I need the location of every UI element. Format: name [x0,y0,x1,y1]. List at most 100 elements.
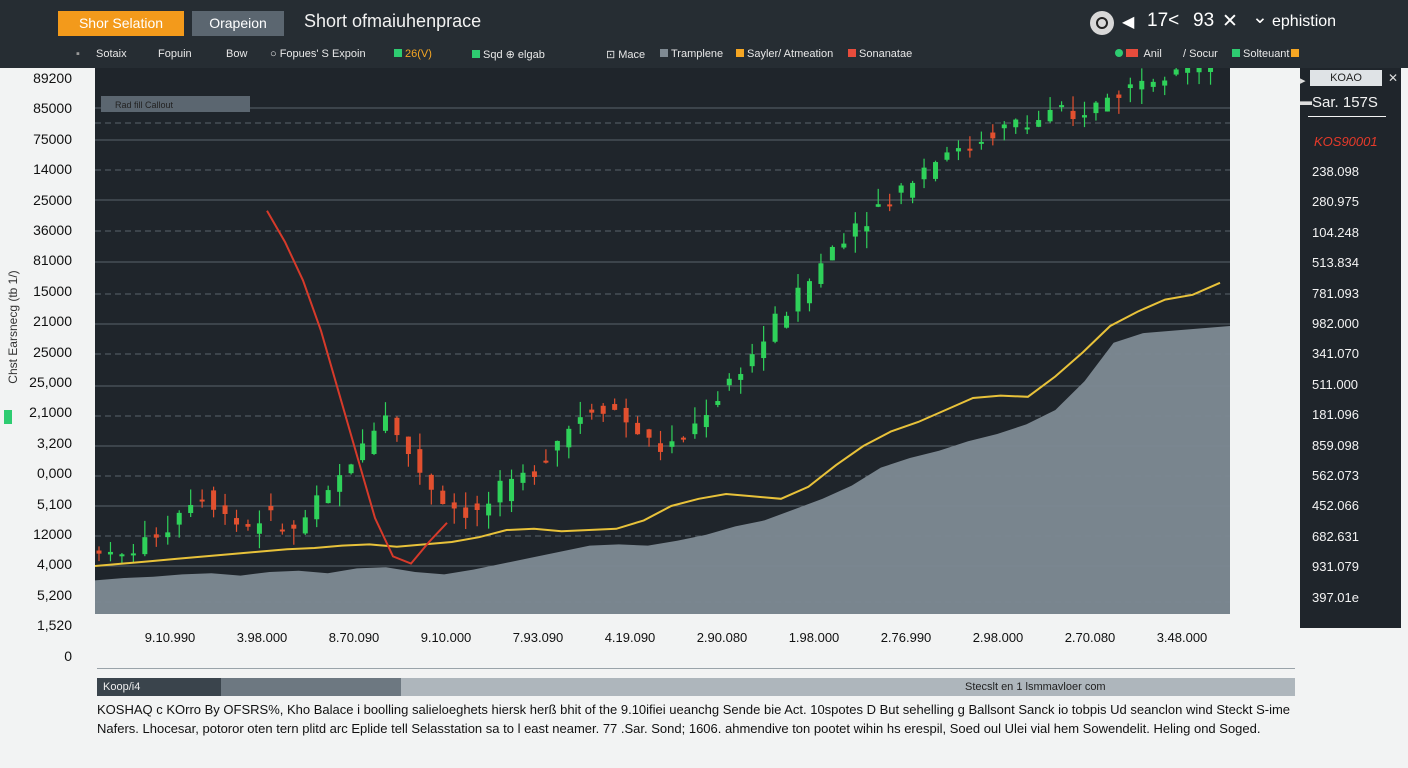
candle-body [933,162,939,179]
y-tick-label: 75000 [33,130,72,147]
chevron-down-icon[interactable]: ⌄ [1252,7,1268,28]
y-tick-label: 5,100 [36,495,72,512]
footer-divider [97,668,1295,669]
chart-plot-area[interactable]: Rad fill Callout [95,68,1230,614]
x-tick-label: 2.90.080 [696,630,748,645]
candle-body [1127,84,1133,89]
record-icon[interactable] [1090,11,1114,35]
candle-body [1173,69,1179,75]
y-axis-marker [4,410,12,424]
candle-body [428,474,434,490]
menu-item-bow[interactable]: Bow [226,48,248,60]
footer-description-line-2: Nafers. Lhocesar, potoror oten tern plit… [97,721,1261,736]
price-label: 931.079 [1312,559,1359,575]
candle-body [291,524,297,529]
options-dropdown[interactable]: ephistion [1272,13,1337,30]
candle-body [1047,109,1053,122]
menu-item-export[interactable]: ○ Fopues' S Expoin [270,48,366,60]
y-tick-label: 4,000 [36,556,72,573]
legend-item-4[interactable]: Sayler/ Atmeation [736,48,833,60]
operation-button[interactable]: Orapeion [192,11,284,36]
price-label: 859.098 [1312,437,1359,453]
price-label: 452.066 [1312,498,1359,514]
legend-item-2[interactable]: ⊡ Mace [606,49,646,61]
legend-swatch [1126,49,1138,57]
decline-line [266,210,448,565]
legend-item-3[interactable]: Tramplene [660,48,723,60]
close-icon[interactable]: ✕ [1388,71,1399,85]
price-label: 238.098 [1312,164,1359,179]
price-label: 181.096 [1312,407,1359,423]
candle-body [371,430,377,455]
short-selection-button[interactable]: Shor Selation [58,11,184,36]
candle-body [1036,120,1042,127]
price-axis-header: KOAO [1310,70,1382,86]
nav-value-1[interactable]: 17< [1147,10,1180,31]
candle-body [96,550,102,554]
price-label: 280.975 [1312,194,1359,210]
right-legend-item-2[interactable]: / Socur [1183,48,1218,60]
right-legend-item-1[interactable]: Anil [1115,48,1162,60]
menu-item-export-label: Fopues' S Expoin [279,48,366,60]
candle-body [405,436,411,455]
candle-body [1059,105,1065,108]
back-icon[interactable]: ◀ [1122,14,1135,31]
candle-body [153,534,159,538]
y-tick-label: 81000 [33,252,72,269]
legend-swatch [472,50,480,58]
price-label: 397.01e [1312,589,1359,605]
legend-item-5[interactable]: Sonanatae [848,48,912,60]
footer-tab-2[interactable] [221,678,401,696]
ticker-divider [1308,116,1386,117]
close-icon[interactable]: ✕ [1222,11,1238,32]
price-label: 982.000 [1312,316,1359,331]
y-tick-label: 36000 [33,222,72,238]
ticker-label: Sar. 157S [1312,94,1378,111]
candle-body [1001,124,1007,129]
candle-body [887,204,893,207]
footer-status: Stecslt en 1 lsmmavloer com [965,681,1106,693]
candle-body [279,529,285,532]
x-tick-label: 8.70.090 [328,630,380,645]
menu-item-volume-label: 26(V) [405,48,432,60]
candle-body [256,523,262,534]
x-tick-label: 9.10.990 [144,630,196,645]
y-tick-label: 2,1000 [29,404,72,421]
candle-body [245,524,251,527]
candle-body [130,553,136,556]
menu-item-settings[interactable]: Sotaix [96,48,127,60]
candle-body [314,495,320,520]
candle-body [635,422,641,435]
price-label: 511.000 [1312,376,1359,392]
right-legend-item-3[interactable]: Solteuant [1232,48,1302,60]
candle-body [394,417,400,436]
candle-body [474,503,480,511]
candle-body [337,475,343,492]
x-tick-label: 2.70.080 [1064,630,1116,645]
candle-body [703,415,709,428]
chart-callout-label: Rad fill Callout [115,100,174,110]
nav-value-2[interactable]: 93 [1193,10,1215,31]
candle-body [646,429,652,438]
candle-body [176,512,182,525]
y-tick-label: 15000 [33,282,72,299]
candle-body [692,423,698,435]
price-axis-tick: ▬ [1300,94,1312,108]
candle-body [1208,68,1214,72]
candle-body [566,428,572,448]
candle-body [1162,80,1168,86]
menu-item-volume[interactable]: 26(V) [394,48,432,60]
price-chart[interactable]: Rad fill Callout [95,68,1230,614]
candle-body [199,499,205,502]
price-label: 781.093 [1312,285,1359,301]
candle-body [417,449,423,473]
candle-body [360,443,366,461]
volume-swatch [394,49,402,57]
candle-body [325,490,331,504]
y-tick-label: 0,000 [36,465,72,482]
legend-item-1[interactable]: Sqd ⊕ elgab [472,48,545,61]
menu-item-function[interactable]: Fopuin [158,48,192,60]
candle-body [1150,81,1156,87]
candle-body [302,517,308,534]
footer-tab-1[interactable]: Koop/i4 [97,678,221,696]
